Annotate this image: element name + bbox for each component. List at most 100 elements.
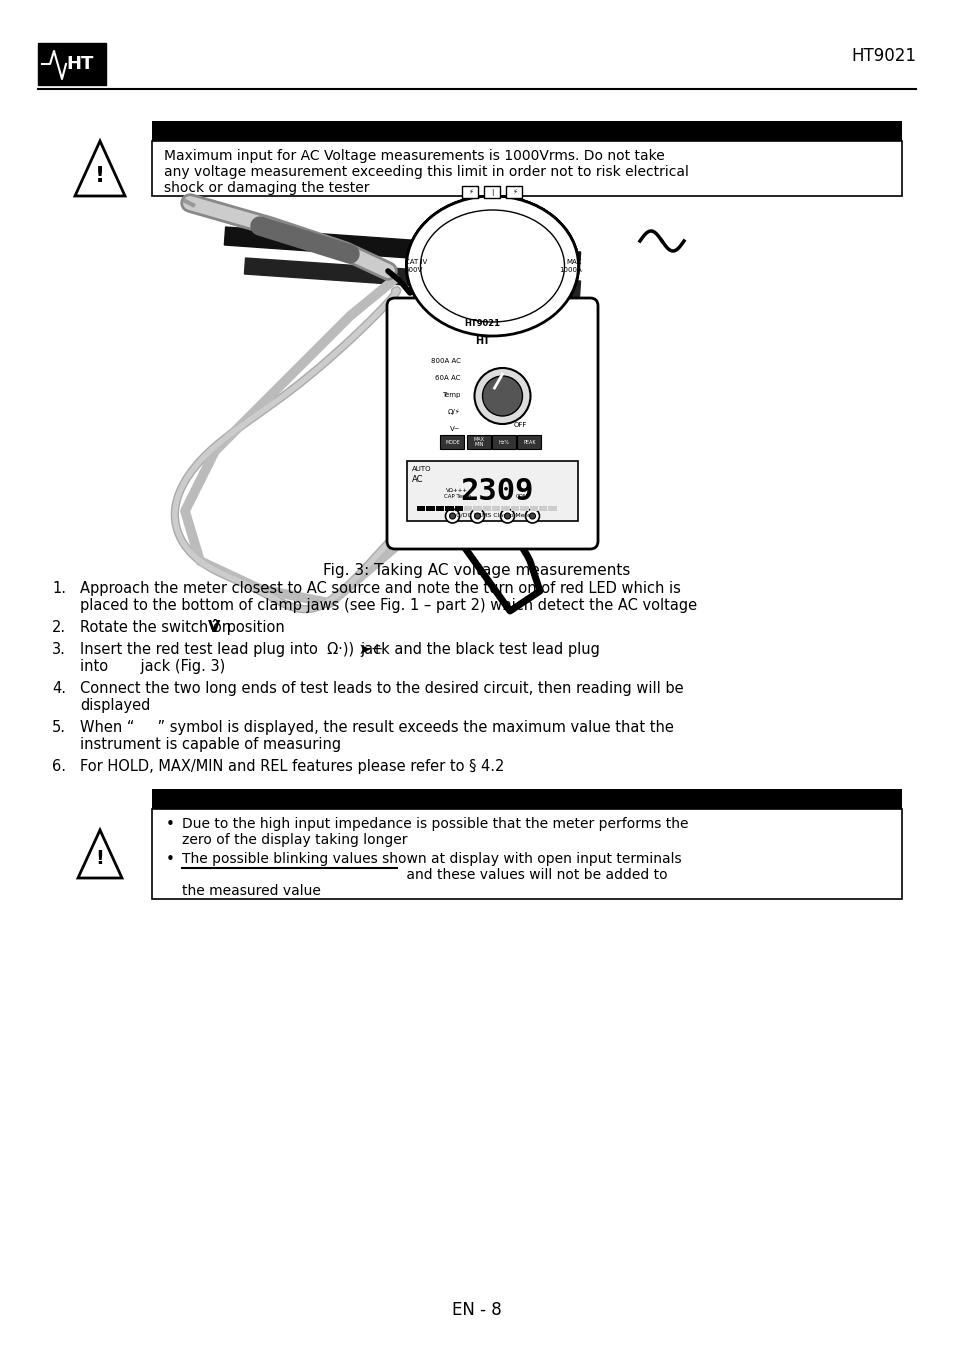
Text: AUTO: AUTO <box>412 466 431 471</box>
Text: MAX
1000A: MAX 1000A <box>558 259 581 273</box>
Text: VΩ+++
CAP Temp: VΩ+++ CAP Temp <box>443 488 471 499</box>
Circle shape <box>529 513 535 519</box>
Text: V—: V— <box>448 443 460 449</box>
Text: and these values will not be added to: and these values will not be added to <box>401 867 667 882</box>
Bar <box>152 141 901 196</box>
Text: 60A AC: 60A AC <box>435 376 460 381</box>
Text: ⚡: ⚡ <box>512 189 517 195</box>
Bar <box>529 507 537 511</box>
Polygon shape <box>244 258 580 297</box>
Bar <box>538 507 547 511</box>
Text: Maximum input for AC Voltage measurements is 1000Vrms. Do not take: Maximum input for AC Voltage measurement… <box>164 149 664 163</box>
Bar <box>462 186 478 199</box>
Text: •: • <box>166 817 174 832</box>
Bar <box>436 507 444 511</box>
Text: 6.: 6. <box>52 759 66 774</box>
Text: HT: HT <box>67 55 93 73</box>
Text: 3.: 3. <box>52 642 66 657</box>
Circle shape <box>525 509 539 523</box>
Circle shape <box>474 513 480 519</box>
Bar <box>511 507 518 511</box>
Text: ⚡: ⚡ <box>468 189 473 195</box>
Text: HT9021: HT9021 <box>850 47 915 65</box>
Text: the measured value: the measured value <box>182 884 320 898</box>
Text: AC: AC <box>412 476 423 484</box>
Bar <box>492 435 516 449</box>
Bar <box>454 507 462 511</box>
Bar <box>152 809 901 898</box>
Bar <box>440 435 464 449</box>
Text: The possible blinking values shown at display with open input terminals: The possible blinking values shown at di… <box>182 852 680 866</box>
Bar <box>152 789 901 809</box>
Circle shape <box>449 513 455 519</box>
Text: !: ! <box>95 166 105 186</box>
Ellipse shape <box>420 209 564 322</box>
Ellipse shape <box>406 196 578 336</box>
Bar <box>501 507 509 511</box>
Ellipse shape <box>422 212 562 320</box>
Text: position: position <box>222 620 285 635</box>
FancyBboxPatch shape <box>387 299 598 549</box>
Bar <box>152 122 901 141</box>
Text: HT: HT <box>475 336 490 346</box>
Text: placed to the bottom of clamp jaws (see Fig. 1 – part 2) which detect the AC vol: placed to the bottom of clamp jaws (see … <box>80 598 697 613</box>
Text: MAX
MIN: MAX MIN <box>474 436 484 447</box>
Text: Temp: Temp <box>441 392 460 399</box>
Text: jack and the black test lead plug: jack and the black test lead plug <box>359 642 599 657</box>
Text: instrument is capable of measuring: instrument is capable of measuring <box>80 738 341 753</box>
Ellipse shape <box>406 196 578 336</box>
Bar <box>463 507 472 511</box>
Bar <box>467 435 491 449</box>
Text: V̂: V̂ <box>208 620 220 635</box>
Circle shape <box>470 509 484 523</box>
Bar <box>519 507 528 511</box>
Text: When “     ” symbol is displayed, the result exceeds the maximum value that the: When “ ” symbol is displayed, the result… <box>80 720 673 735</box>
Text: 2309: 2309 <box>460 477 534 505</box>
Text: Connect the two long ends of test leads to the desired circuit, then reading wil: Connect the two long ends of test leads … <box>80 681 683 696</box>
Circle shape <box>474 367 530 424</box>
Circle shape <box>500 509 514 523</box>
Text: !: ! <box>95 850 104 869</box>
Circle shape <box>445 509 459 523</box>
Text: Insert the red test lead plug into  Ω·)) ➤+: Insert the red test lead plug into Ω·)) … <box>80 642 383 657</box>
Text: 2.: 2. <box>52 620 66 635</box>
Text: displayed: displayed <box>80 698 151 713</box>
Text: AC/DC TRMS Clamp Meter: AC/DC TRMS Clamp Meter <box>451 513 533 517</box>
Text: shock or damaging the tester: shock or damaging the tester <box>164 181 369 195</box>
Bar <box>548 507 557 511</box>
Bar <box>517 435 541 449</box>
Bar <box>416 507 425 511</box>
Text: 5.: 5. <box>52 720 66 735</box>
Text: CAT IV
600V: CAT IV 600V <box>405 259 427 273</box>
Text: 4.: 4. <box>52 681 66 696</box>
Text: into       jack (Fig. 3): into jack (Fig. 3) <box>80 659 225 674</box>
Text: Approach the meter closest to AC source and note the turn on of red LED which is: Approach the meter closest to AC source … <box>80 581 680 596</box>
Text: OFF: OFF <box>514 422 527 428</box>
Circle shape <box>482 376 522 416</box>
Circle shape <box>504 513 510 519</box>
Text: 1.: 1. <box>52 581 66 596</box>
Bar <box>473 507 481 511</box>
Bar <box>506 186 522 199</box>
Bar <box>482 507 491 511</box>
Text: Rotate the switch on: Rotate the switch on <box>80 620 235 635</box>
Text: COM: COM <box>516 494 528 499</box>
Bar <box>492 507 500 511</box>
Text: Hz%: Hz% <box>498 439 510 444</box>
Text: any voltage measurement exceeding this limit in order not to risk electrical: any voltage measurement exceeding this l… <box>164 165 688 178</box>
Bar <box>445 507 453 511</box>
Text: •: • <box>166 852 174 867</box>
Text: EN - 8: EN - 8 <box>452 1301 501 1319</box>
Text: Due to the high input impedance is possible that the meter performs the: Due to the high input impedance is possi… <box>182 817 688 831</box>
Ellipse shape <box>406 196 578 336</box>
Text: For HOLD, MAX/MIN and REL features please refer to § 4.2: For HOLD, MAX/MIN and REL features pleas… <box>80 759 504 774</box>
Text: Fig. 3: Taking AC voltage measurements: Fig. 3: Taking AC voltage measurements <box>323 563 630 578</box>
Text: V~: V~ <box>450 426 460 432</box>
Text: HT9021: HT9021 <box>464 319 500 328</box>
Text: PEAK: PEAK <box>522 439 536 444</box>
Polygon shape <box>224 227 580 270</box>
Bar <box>484 186 500 199</box>
Text: 800A AC: 800A AC <box>430 358 460 363</box>
Text: Ω/⚡: Ω/⚡ <box>447 409 460 415</box>
Text: |: | <box>491 189 493 196</box>
